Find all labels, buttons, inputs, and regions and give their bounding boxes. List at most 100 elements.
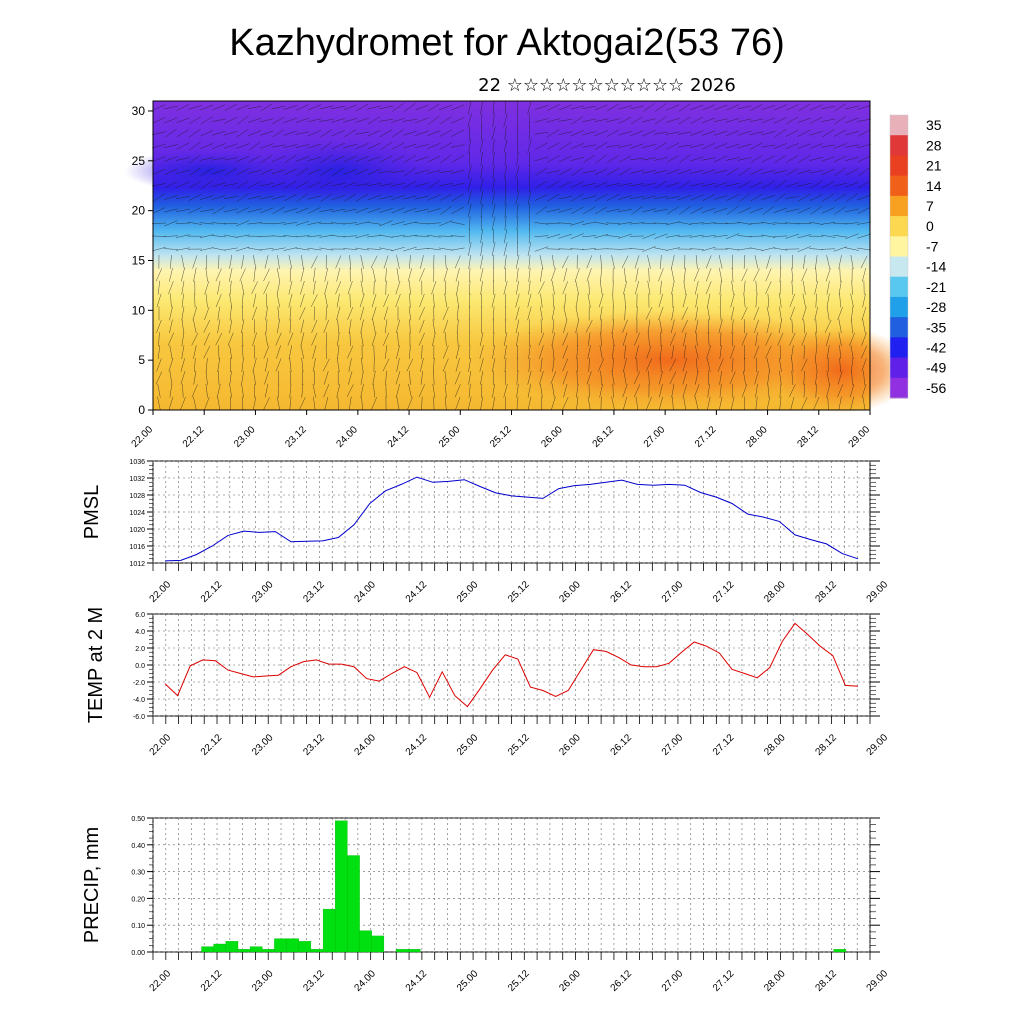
- wind-vector: [611, 332, 615, 347]
- wind-vector: [331, 105, 346, 109]
- wind-vector: [766, 306, 771, 321]
- wind-vector: [582, 206, 596, 215]
- wind-vector: [809, 131, 824, 136]
- wind-vector: [815, 293, 817, 308]
- wind-vector: [431, 281, 437, 295]
- wind-vector: [450, 169, 465, 174]
- wind-vector: [562, 345, 568, 359]
- wind-vector: [331, 130, 345, 137]
- wind-vector: [217, 319, 221, 334]
- wind-vector: [355, 234, 369, 239]
- wind-vector: [284, 180, 297, 189]
- wind-vector: [528, 357, 531, 372]
- wind-vector: [803, 345, 805, 360]
- wind-vector: [665, 131, 680, 135]
- temp-xtick-label: 27.00: [660, 732, 686, 758]
- wind-vector: [797, 169, 812, 174]
- temp-xtick-label: 25.12: [506, 732, 532, 758]
- wind-vector: [200, 195, 214, 200]
- wind-vector: [307, 207, 321, 214]
- wind-vector: [479, 332, 484, 347]
- temp-ytick-label: 4.0: [135, 629, 145, 636]
- wind-vector: [754, 371, 759, 385]
- wind-vector: [481, 216, 483, 231]
- wind-vector: [550, 268, 556, 282]
- wind-vector: [379, 129, 393, 137]
- wind-vector: [599, 306, 603, 321]
- wind-vector: [695, 319, 699, 334]
- wind-vector: [406, 358, 414, 372]
- wind-vector: [367, 248, 382, 250]
- wind-vector: [826, 345, 830, 360]
- wind-vector: [647, 332, 650, 347]
- wind-vector: [802, 293, 806, 308]
- wind-vector: [671, 383, 675, 398]
- wind-vector: [695, 306, 699, 321]
- wind-vector: [450, 182, 465, 187]
- wind-vector: [719, 293, 722, 308]
- wind-vector: [403, 221, 417, 226]
- wind-vector: [193, 370, 197, 385]
- wind-vector: [654, 233, 668, 239]
- wind-vector: [516, 151, 519, 166]
- precip-xtick-label: 26.00: [557, 968, 583, 994]
- wind-vector: [618, 167, 632, 176]
- wind-vector: [491, 242, 496, 256]
- wind-vector: [750, 193, 763, 202]
- wind-vector: [414, 235, 429, 237]
- wind-vector: [468, 139, 471, 154]
- heatmap-xtick-label: 25.12: [488, 424, 514, 450]
- wind-vector: [785, 196, 800, 199]
- wind-vector: [515, 190, 520, 205]
- precip-bar: [395, 949, 409, 953]
- wind-vector: [284, 168, 297, 176]
- wind-vector: [385, 370, 387, 385]
- wind-vector: [694, 345, 699, 359]
- wind-vector: [707, 332, 710, 347]
- wind-vector: [492, 164, 495, 179]
- wind-vector: [539, 345, 544, 359]
- wind-vector: [702, 104, 716, 111]
- wind-vector: [503, 113, 508, 128]
- wind-vector: [223, 234, 238, 238]
- precip-bar: [310, 949, 324, 953]
- wind-vector: [801, 332, 807, 346]
- wind-vector: [845, 117, 859, 124]
- wind-vector: [678, 180, 691, 189]
- wind-vector: [332, 167, 345, 177]
- wind-vector: [396, 358, 400, 372]
- wind-vector: [516, 216, 519, 231]
- precip-ytick-label: 0.00: [131, 950, 145, 957]
- wind-vector: [789, 306, 795, 321]
- wind-vector: [777, 332, 784, 346]
- wind-vector: [367, 183, 381, 187]
- wind-vector: [809, 170, 824, 174]
- wind-vector: [606, 118, 620, 123]
- wind-vector: [701, 182, 716, 187]
- wind-vector: [690, 194, 704, 201]
- wind-vector: [236, 129, 249, 138]
- wind-vector: [492, 113, 495, 128]
- wind-vector: [527, 242, 532, 256]
- wind-vector: [331, 183, 346, 187]
- wind-vector: [337, 345, 340, 360]
- wind-vector: [761, 169, 776, 174]
- wind-vector: [480, 370, 484, 385]
- wind-vector: [152, 104, 166, 111]
- wind-vector: [295, 220, 310, 226]
- wind-vector: [705, 268, 712, 282]
- wind-vector: [813, 397, 820, 411]
- wind-vector: [241, 254, 245, 269]
- wind-vector: [539, 371, 544, 385]
- wind-vector: [571, 167, 584, 177]
- wind-vector: [814, 357, 818, 372]
- wind-vector: [666, 182, 680, 187]
- wind-vector: [834, 167, 846, 177]
- wind-vector: [379, 170, 393, 174]
- wind-vector: [444, 254, 447, 269]
- heatmap-xtick-label: 23.00: [232, 424, 258, 450]
- wind-vector: [737, 221, 752, 225]
- wind-vector: [718, 396, 723, 411]
- wind-vector: [367, 156, 381, 162]
- wind-vector: [504, 126, 507, 141]
